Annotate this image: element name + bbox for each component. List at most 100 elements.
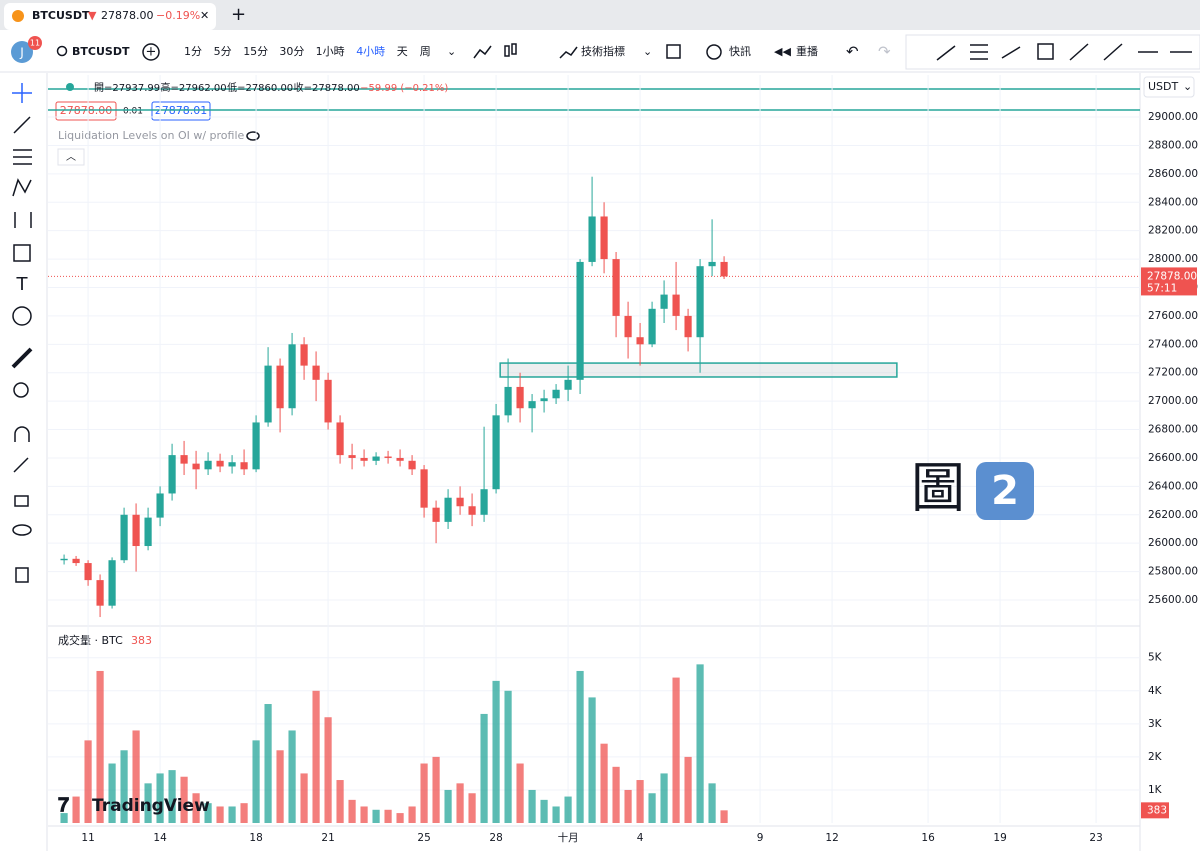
volume-bar xyxy=(624,789,632,823)
volume-tick-label: 3K xyxy=(1148,718,1163,730)
redo[interactable]: ↷ xyxy=(878,43,891,61)
volume-bar xyxy=(120,750,128,823)
last-price-label: 27878.00 xyxy=(1147,270,1197,282)
ohlc-low: 低=27860.00 xyxy=(227,81,293,94)
tab-symbol: BTCUSDT xyxy=(32,9,90,22)
volume-bar xyxy=(432,756,440,823)
tab-icon xyxy=(12,10,24,22)
candle-body xyxy=(384,456,392,458)
zoom-tool[interactable] xyxy=(13,382,29,398)
volume-bar xyxy=(108,763,116,823)
candle-body xyxy=(120,514,128,561)
volume-bar xyxy=(516,763,524,823)
new-tab[interactable]: + xyxy=(231,4,246,25)
hide-icon[interactable] xyxy=(246,131,260,141)
shape-tool[interactable] xyxy=(13,244,31,262)
measure-tool[interactable] xyxy=(11,347,33,369)
icon-tool[interactable] xyxy=(12,306,32,326)
candle-body xyxy=(396,457,404,461)
volume-bar xyxy=(384,809,392,823)
candle-body xyxy=(564,379,572,390)
compare-button[interactable] xyxy=(142,43,160,61)
candle-body xyxy=(516,386,524,409)
interval-button[interactable]: 1分 xyxy=(184,45,202,58)
volume-bar xyxy=(156,773,164,823)
volume-bar xyxy=(360,806,368,823)
interval-button[interactable]: 周 xyxy=(420,45,431,58)
undo[interactable]: ↶ xyxy=(846,43,859,61)
candle-body xyxy=(168,455,176,494)
volume-tick-label: 1K xyxy=(1148,784,1163,796)
candle-body xyxy=(576,261,584,380)
candle-body xyxy=(468,506,476,515)
x-tick-label: 16 xyxy=(921,832,935,844)
candle-body xyxy=(624,315,632,338)
sell-box[interactable] xyxy=(55,101,117,121)
currency-box[interactable] xyxy=(1143,76,1195,98)
symbol-search[interactable]: BTCUSDT xyxy=(72,45,130,58)
candle-body xyxy=(144,517,152,547)
x-tick-label: 18 xyxy=(249,832,262,844)
volume-bar xyxy=(180,776,188,823)
replay-icon: ◀◀ xyxy=(774,45,791,58)
volume-bar xyxy=(708,783,716,823)
candle-body xyxy=(432,507,440,522)
interval-button[interactable]: 15分 xyxy=(243,45,268,58)
candle-icon xyxy=(511,43,517,55)
y-tick-label: 26800.00 xyxy=(1148,424,1198,436)
tab-close[interactable]: ✕ xyxy=(200,9,209,22)
candle-body xyxy=(312,365,320,380)
interval-dropdown[interactable]: ⌄ xyxy=(447,45,456,58)
channel-tool[interactable] xyxy=(1001,46,1021,59)
line-tool[interactable] xyxy=(13,116,31,134)
volume-bar xyxy=(264,704,272,823)
volume-bar xyxy=(276,750,284,823)
ray-tool[interactable] xyxy=(1103,43,1123,61)
candle-body xyxy=(648,308,656,345)
chart-type[interactable] xyxy=(473,45,492,59)
delete-tool[interactable] xyxy=(15,567,29,583)
countdown: 57:11 xyxy=(1147,282,1177,294)
y-tick-label: 27600.00 xyxy=(1148,310,1198,322)
y-tick-label: 28200.00 xyxy=(1148,225,1198,237)
magnet-tool[interactable] xyxy=(14,426,30,442)
alerts-button[interactable]: 快訊 xyxy=(729,44,751,58)
last-price-box xyxy=(1141,267,1197,296)
overlay-badge xyxy=(976,462,1034,520)
interval-button[interactable]: 天 xyxy=(397,45,408,58)
collapse-button[interactable] xyxy=(57,148,85,166)
volume-bar xyxy=(252,740,260,823)
interval-button[interactable]: 4小時 xyxy=(356,45,385,58)
x-tick-label: 14 xyxy=(153,832,167,844)
text-tool[interactable]: T xyxy=(16,274,29,295)
visibility-tool[interactable] xyxy=(12,524,32,536)
layout-icon[interactable] xyxy=(666,44,681,59)
buy-box[interactable] xyxy=(151,101,211,121)
avatar[interactable] xyxy=(11,41,33,63)
lock-draw-tool[interactable] xyxy=(13,457,29,473)
indicators-button[interactable]: 技術指標 xyxy=(581,44,625,58)
interval-button[interactable]: 30分 xyxy=(279,45,304,58)
indicator-icon xyxy=(559,46,578,59)
indicators-dropdown[interactable]: ⌄ xyxy=(643,45,652,58)
volume-bar xyxy=(336,780,344,823)
currency: USDT xyxy=(1148,80,1179,93)
x-tick-label: 21 xyxy=(321,832,334,844)
lock-tool[interactable] xyxy=(14,495,29,507)
brush-tool[interactable] xyxy=(936,45,956,61)
pattern-tool[interactable] xyxy=(12,178,32,197)
candle-icon[interactable] xyxy=(504,45,510,57)
trend-tool[interactable] xyxy=(1069,43,1089,61)
interval-button[interactable]: 5分 xyxy=(214,45,232,58)
ohlc-close: 收=27878.00 xyxy=(294,81,360,94)
search-icon xyxy=(56,45,68,57)
replay-button[interactable]: 重播 xyxy=(796,44,818,58)
candle-body xyxy=(276,365,284,409)
indicator-name[interactable]: Liquidation Levels on OI w/ profile xyxy=(58,129,245,142)
tab[interactable] xyxy=(4,3,216,30)
y-tick-label: 26600.00 xyxy=(1148,452,1198,464)
interval-button[interactable]: 1小時 xyxy=(316,45,345,58)
rect-tool[interactable] xyxy=(1037,43,1054,60)
volume-bar xyxy=(612,766,620,823)
